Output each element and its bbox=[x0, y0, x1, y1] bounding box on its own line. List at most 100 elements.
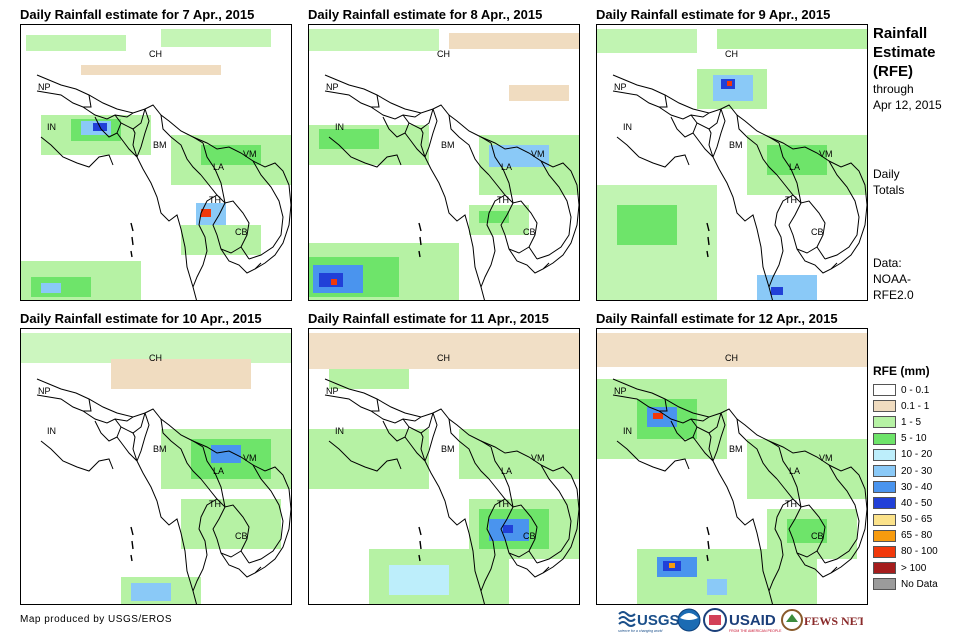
legend-item: 0 - 0.1 bbox=[873, 382, 938, 398]
legend-item: > 100 bbox=[873, 560, 938, 576]
legend-item: 65 - 80 bbox=[873, 528, 938, 544]
label-ch: CH bbox=[437, 353, 450, 363]
legend-label: > 100 bbox=[901, 562, 927, 574]
legend-item: 5 - 10 bbox=[873, 431, 938, 447]
data-source-block: Data: NOAA- RFE2.0 bbox=[873, 255, 914, 303]
label-la: LA bbox=[501, 162, 512, 172]
legend-label: No Data bbox=[901, 578, 938, 590]
legend-title: RFE (mm) bbox=[873, 364, 930, 378]
label-la: LA bbox=[789, 466, 800, 476]
legend-label: 5 - 10 bbox=[901, 433, 927, 445]
totals-line-1: Daily bbox=[873, 167, 900, 181]
label-ch: CH bbox=[437, 49, 450, 59]
legend-item: 50 - 65 bbox=[873, 512, 938, 528]
usgs-text: USGS bbox=[637, 612, 680, 629]
legend-item: 10 - 20 bbox=[873, 447, 938, 463]
label-ch: CH bbox=[725, 49, 738, 59]
legend-item: 0.1 - 1 bbox=[873, 398, 938, 414]
legend-label: 30 - 40 bbox=[901, 481, 933, 493]
fewsnet-text: FEWS NET bbox=[804, 614, 863, 628]
label-in: IN bbox=[47, 426, 56, 436]
label-la: LA bbox=[501, 466, 512, 476]
label-cb: CB bbox=[811, 531, 824, 541]
legend-swatch bbox=[873, 578, 896, 591]
legend-swatch bbox=[873, 432, 896, 445]
label-ch: CH bbox=[149, 353, 162, 363]
map-credit: Map produced by USGS/EROS bbox=[20, 614, 173, 625]
map-panel-9-apr: Daily Rainfall estimate for 9 Apr., 2015… bbox=[596, 6, 868, 301]
map-panel-11-apr: Daily Rainfall estimate for 11 Apr., 201… bbox=[308, 310, 580, 605]
label-bm: BM bbox=[729, 140, 743, 150]
noaa-logo bbox=[677, 608, 701, 632]
legend-label: 20 - 30 bbox=[901, 465, 933, 477]
map-panel-12-apr: Daily Rainfall estimate for 12 Apr., 201… bbox=[596, 310, 868, 605]
legend-label: 10 - 20 bbox=[901, 449, 933, 461]
usaid-tagline: FROM THE AMERICAN PEOPLE bbox=[729, 629, 782, 633]
legend-label: 50 - 65 bbox=[901, 514, 933, 526]
map-panel-7-apr: Daily Rainfall estimate for 7 Apr., 2015… bbox=[20, 6, 292, 301]
label-cb: CB bbox=[523, 531, 536, 541]
label-vm: VM bbox=[819, 453, 833, 463]
label-la: LA bbox=[213, 466, 224, 476]
label-th: TH bbox=[209, 195, 221, 205]
panel-title: Daily Rainfall estimate for 12 Apr., 201… bbox=[596, 311, 838, 326]
label-in: IN bbox=[335, 122, 344, 132]
label-in: IN bbox=[335, 426, 344, 436]
usaid-logo: USAID FROM THE AMERICAN PEOPLE bbox=[703, 608, 782, 633]
through-date: Apr 12, 2015 bbox=[873, 98, 942, 112]
label-bm: BM bbox=[441, 444, 455, 454]
label-np: NP bbox=[326, 82, 339, 92]
side-title-line-3: (RFE) bbox=[873, 63, 913, 80]
legend-label: 0.1 - 1 bbox=[901, 400, 930, 412]
label-cb: CB bbox=[811, 227, 824, 237]
legend: RFE (mm) 0 - 0.1 0.1 - 1 1 - 5 5 - 10 10 - 2… bbox=[873, 364, 938, 592]
legend-label: 80 - 100 bbox=[901, 546, 938, 558]
label-in: IN bbox=[623, 426, 632, 436]
label-ch: CH bbox=[149, 49, 162, 59]
label-th: TH bbox=[497, 499, 509, 509]
legend-swatch bbox=[873, 545, 896, 558]
legend-swatch bbox=[873, 481, 896, 494]
panel-title: Daily Rainfall estimate for 7 Apr., 2015 bbox=[20, 7, 255, 22]
side-title-line-1: Rainfall bbox=[873, 25, 928, 42]
label-th: TH bbox=[209, 499, 221, 509]
usaid-text: USAID bbox=[729, 612, 776, 629]
label-cb: CB bbox=[523, 227, 536, 237]
label-cb: CB bbox=[235, 531, 248, 541]
rainfall-map: CH NP IN BM LA VM TH CB bbox=[20, 328, 292, 605]
legend-item: 1 - 5 bbox=[873, 414, 938, 430]
through-label: through bbox=[873, 82, 914, 96]
panel-title: Daily Rainfall estimate for 8 Apr., 2015 bbox=[308, 7, 543, 22]
label-cb: CB bbox=[235, 227, 248, 237]
label-bm: BM bbox=[729, 444, 743, 454]
label-th: TH bbox=[785, 195, 797, 205]
label-in: IN bbox=[623, 122, 632, 132]
totals-block: Daily Totals bbox=[873, 166, 904, 198]
label-vm: VM bbox=[243, 453, 257, 463]
totals-line-2: Totals bbox=[873, 183, 905, 197]
panel-title: Daily Rainfall estimate for 11 Apr., 201… bbox=[308, 311, 549, 326]
label-la: LA bbox=[213, 162, 224, 172]
label-ch: CH bbox=[725, 353, 738, 363]
data-line-3: RFE2.0 bbox=[873, 288, 914, 302]
usgs-logo: USGS science for a changing world bbox=[618, 611, 680, 633]
label-np: NP bbox=[614, 82, 627, 92]
legend-item: 30 - 40 bbox=[873, 479, 938, 495]
label-la: LA bbox=[789, 162, 800, 172]
legend-item: 40 - 50 bbox=[873, 495, 938, 511]
rainfall-map: CH NP IN BM LA VM TH CB bbox=[596, 24, 868, 301]
legend-swatch bbox=[873, 465, 896, 478]
label-in: IN bbox=[47, 122, 56, 132]
label-np: NP bbox=[38, 82, 51, 92]
legend-swatch bbox=[873, 529, 896, 542]
panel-title: Daily Rainfall estimate for 9 Apr., 2015 bbox=[596, 7, 831, 22]
label-bm: BM bbox=[153, 444, 167, 454]
rainfall-map: CH NP IN BM LA VM TH CB bbox=[596, 328, 868, 605]
label-vm: VM bbox=[531, 453, 545, 463]
data-line-1: Data: bbox=[873, 256, 902, 270]
logos-strip: USGS science for a changing world USAID … bbox=[617, 606, 866, 634]
legend-swatch bbox=[873, 448, 896, 461]
legend-item: No Data bbox=[873, 576, 938, 592]
panel-title: Daily Rainfall estimate for 10 Apr., 201… bbox=[20, 311, 262, 326]
legend-swatch bbox=[873, 513, 896, 526]
